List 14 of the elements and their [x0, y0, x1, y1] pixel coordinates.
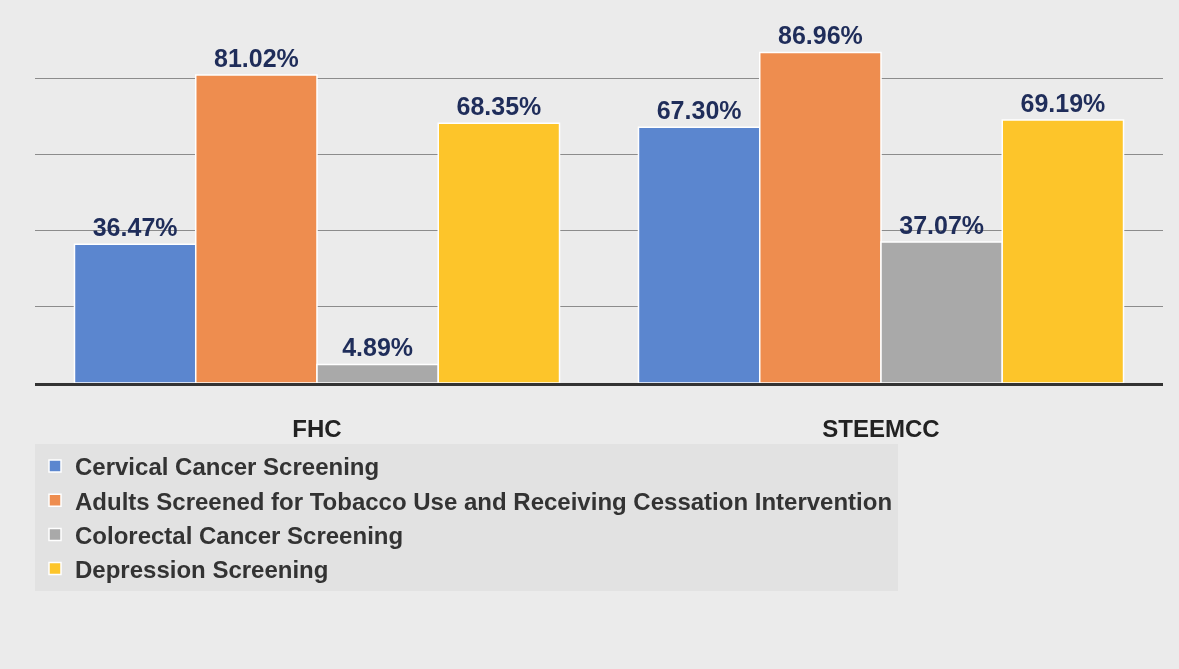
legend-label: Colorectal Cancer Screening: [75, 521, 404, 549]
legend-label: Cervical Cancer Screening: [75, 453, 380, 481]
legend-label: Depression Screening: [75, 555, 329, 583]
legend-label: Adults Screened for Tobacco Use and Receiving Cessation Intervention: [75, 487, 893, 515]
data-label: 67.30%: [656, 96, 742, 125]
data-label: 86.96%: [777, 21, 863, 50]
data-label: 4.89%: [342, 333, 414, 362]
data-label: 68.35%: [456, 92, 542, 121]
x-tick-label: FHC: [292, 414, 342, 442]
data-label: 81.02%: [213, 43, 299, 72]
data-label: 37.07%: [899, 211, 985, 240]
data-label: 36.47%: [92, 213, 178, 242]
x-tick-label: STEEMCC: [822, 414, 940, 442]
data-label: 69.19%: [1020, 88, 1106, 117]
